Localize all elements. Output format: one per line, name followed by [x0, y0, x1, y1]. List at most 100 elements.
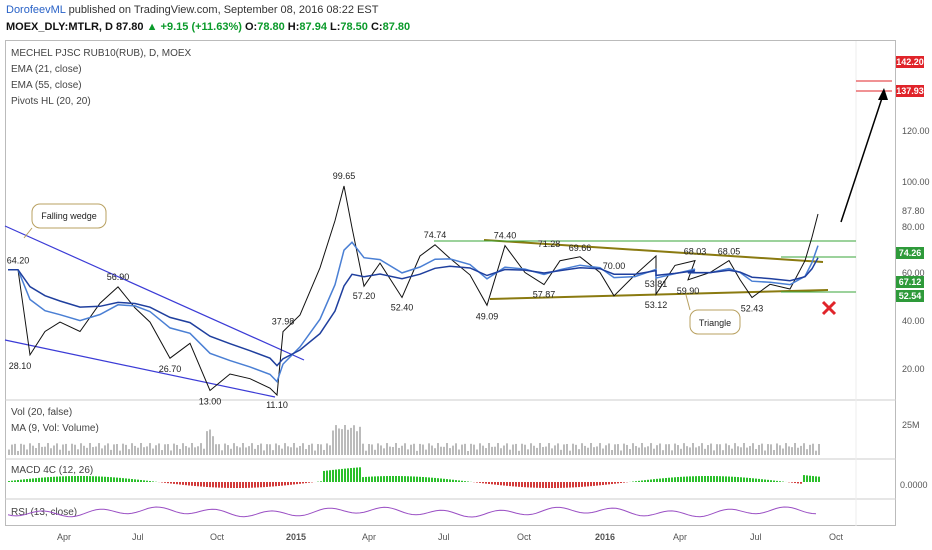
volume-bar [326, 443, 328, 455]
macd-bar [302, 482, 304, 484]
legend-vol[interactable]: Vol (20, false) [11, 407, 73, 418]
macd-bar [362, 477, 364, 482]
macd-bar [770, 480, 772, 482]
volume-bar [320, 444, 322, 455]
volume-bar [275, 443, 277, 455]
macd-bar [521, 482, 523, 488]
volume-bar [62, 444, 64, 455]
volume-bar [410, 444, 412, 455]
macd-bar [449, 479, 451, 482]
legend-rsi[interactable]: RSI (13, close) [11, 507, 78, 518]
macd-bar [422, 477, 424, 482]
volume-bar [173, 443, 175, 455]
pivot-label: 99.65 [333, 171, 356, 181]
legend-ma[interactable]: MA (9, Vol: Volume) [11, 423, 99, 434]
level-tag-3 [896, 290, 924, 302]
macd-bar [8, 481, 10, 482]
macd-bar [686, 476, 688, 482]
macd-bar [173, 482, 175, 484]
macd-bar [527, 482, 529, 488]
volume-bar [233, 443, 235, 455]
volume-bar [473, 444, 475, 455]
macd-bar [281, 482, 283, 486]
macd-bar [809, 475, 811, 482]
volume-bar [806, 449, 808, 455]
volume-bar [572, 443, 574, 455]
time-axis-label: Oct [517, 532, 532, 542]
macd-bar [452, 479, 454, 482]
volume-bar [704, 448, 706, 455]
volume-bar [626, 444, 628, 455]
volume-bar [335, 425, 337, 455]
macd-bar [731, 476, 733, 482]
legend-ema55[interactable]: EMA (55, close) [11, 80, 82, 91]
macd-bar [56, 476, 58, 482]
volume-bar [455, 443, 457, 455]
chart-frame[interactable] [5, 40, 896, 526]
triangle-lower-line[interactable] [489, 289, 829, 300]
volume-bar [281, 448, 283, 455]
open-label: O: [244, 21, 258, 33]
volume-axis-label: 25M [902, 420, 920, 430]
triangle-callout[interactable]: Triangle [689, 309, 741, 335]
volume-bar [575, 444, 577, 455]
volume-bar [260, 443, 262, 455]
volume-bar [536, 447, 538, 455]
volume-bar [569, 450, 571, 455]
volume-bar [809, 444, 811, 455]
macd-bar [623, 482, 625, 483]
volume-bar [332, 430, 334, 455]
volume-bar [461, 444, 463, 455]
macd-bar [509, 482, 511, 487]
volume-bar [314, 450, 316, 455]
volume-bar [692, 443, 694, 455]
time-axis-label: Oct [210, 532, 225, 542]
volume-bar [620, 450, 622, 455]
macd-bar [356, 467, 358, 482]
price-axis-label: 40.00 [902, 316, 925, 326]
volume-bar [725, 443, 727, 455]
wedge-upper-line[interactable] [4, 225, 305, 361]
volume-bar [155, 445, 157, 455]
falling-wedge-callout[interactable]: Falling wedge [31, 203, 107, 229]
pivot-label: 52.43 [741, 303, 764, 313]
macd-bar [101, 476, 103, 482]
macd-bar [107, 476, 109, 482]
volume-bar [713, 450, 715, 455]
price-series [8, 185, 819, 397]
volume-bar [77, 449, 79, 455]
author-link[interactable]: DorofeevML [6, 4, 66, 16]
time-axis-label: Apr [673, 532, 687, 542]
volume-bar [383, 448, 385, 455]
volume-bar [680, 448, 682, 455]
wedge-lower-line[interactable] [4, 339, 276, 398]
macd-bar [725, 476, 727, 482]
legend-macd[interactable]: MACD 4C (12, 26) [11, 465, 94, 476]
legend-pivots[interactable]: Pivots HL (20, 20) [11, 96, 91, 107]
macd-bar [737, 477, 739, 482]
volume-bar [554, 445, 556, 455]
macd-bar [89, 476, 91, 482]
volume-bar [566, 443, 568, 455]
volume-bar [533, 445, 535, 455]
macd-bar [497, 482, 499, 485]
macd-bar [260, 482, 262, 488]
volume-bar [773, 450, 775, 455]
volume-bar [644, 447, 646, 455]
high-label: H: [287, 21, 300, 33]
macd-bar [803, 475, 805, 482]
macd-bar [593, 482, 595, 486]
macd-bar [299, 482, 301, 484]
triangle-upper-line[interactable] [483, 239, 824, 263]
macd-bar [212, 482, 214, 488]
macd-bar [683, 476, 685, 482]
macd-bar [119, 477, 121, 482]
volume-bar [230, 448, 232, 455]
volume-bar [53, 445, 55, 455]
projection-arrow[interactable] [840, 91, 885, 223]
volume-bar [758, 444, 760, 455]
volume-bar [80, 443, 82, 455]
volume-bar [491, 446, 493, 455]
legend-ema21[interactable]: EMA (21, close) [11, 64, 82, 75]
